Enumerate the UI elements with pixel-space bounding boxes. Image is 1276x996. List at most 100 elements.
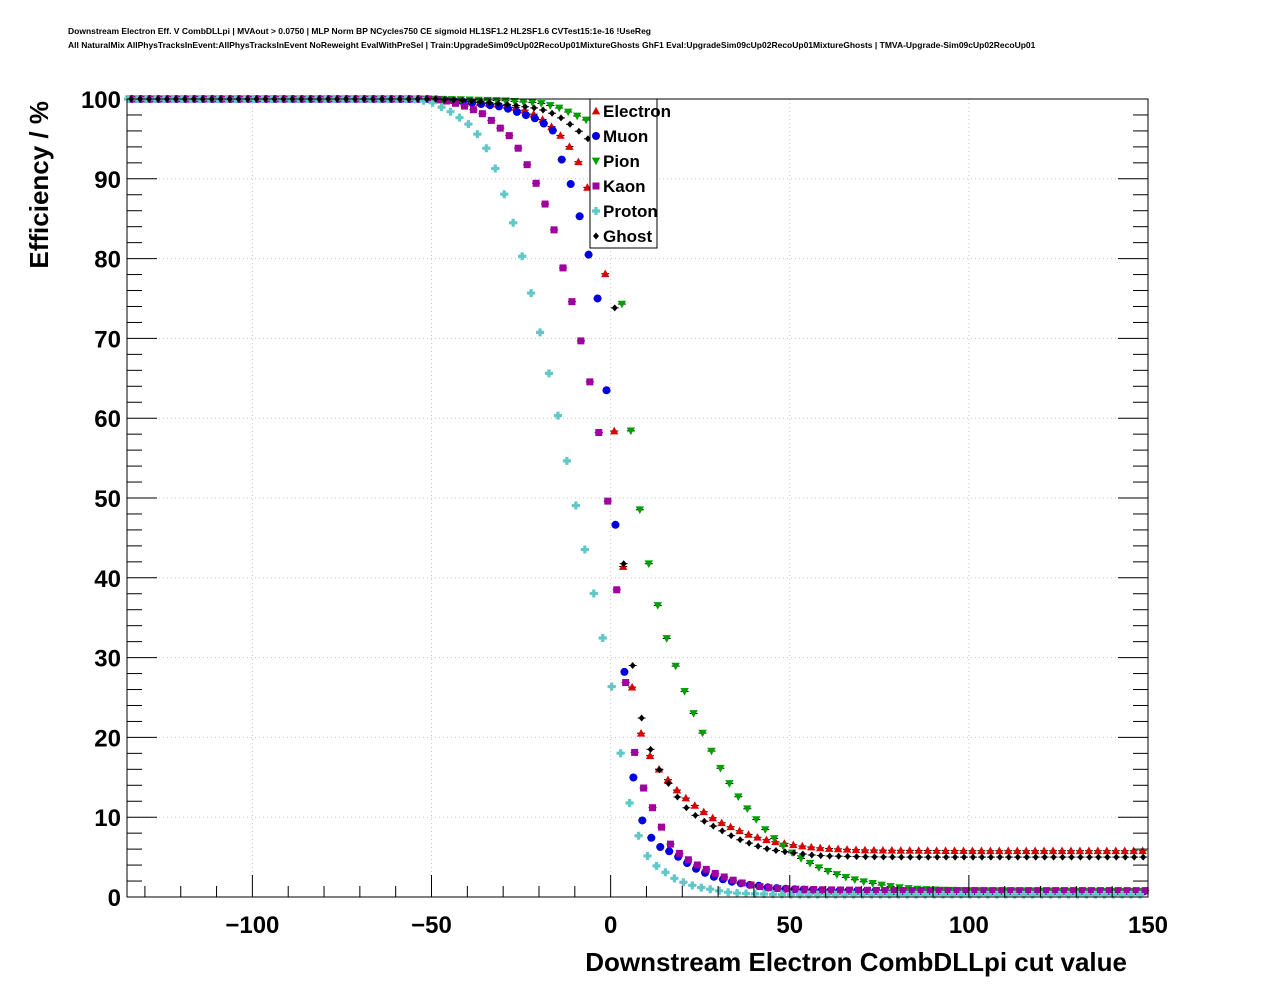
data-point xyxy=(823,867,833,876)
data-point xyxy=(473,130,482,139)
data-point xyxy=(841,873,851,882)
data-point xyxy=(871,853,878,861)
data-point xyxy=(792,885,800,893)
data-point xyxy=(772,846,779,854)
data-point xyxy=(1131,853,1138,861)
data-point xyxy=(735,826,744,835)
data-point xyxy=(805,859,815,868)
data-point xyxy=(768,890,777,899)
data-point xyxy=(905,846,914,854)
data-point xyxy=(486,99,493,107)
data-point xyxy=(720,873,728,881)
data-point xyxy=(563,108,573,117)
data-point xyxy=(1055,890,1064,899)
data-point xyxy=(1014,853,1021,861)
y-axis-title: Efficiency / % xyxy=(24,101,54,269)
data-point xyxy=(868,880,877,888)
data-point xyxy=(1104,853,1111,861)
x-tick-label: 100 xyxy=(949,912,989,939)
data-point xyxy=(675,849,683,857)
data-point xyxy=(617,300,627,309)
data-point xyxy=(844,852,851,860)
data-point xyxy=(1077,853,1084,861)
data-point xyxy=(521,111,530,120)
data-point xyxy=(643,851,652,860)
data-point xyxy=(428,98,437,107)
data-point xyxy=(962,887,970,895)
data-point xyxy=(746,839,753,847)
data-point xyxy=(549,109,556,117)
data-point xyxy=(1041,853,1048,861)
data-point xyxy=(625,798,634,807)
data-point xyxy=(441,96,448,104)
data-point xyxy=(629,773,638,782)
data-point xyxy=(956,890,965,899)
data-point xyxy=(536,328,545,337)
data-point xyxy=(790,849,797,857)
data-point xyxy=(998,887,1006,895)
data-point xyxy=(1123,887,1131,895)
data-point xyxy=(771,837,780,846)
data-point xyxy=(674,793,681,801)
data-point xyxy=(635,506,645,514)
data-point xyxy=(593,294,602,303)
data-point xyxy=(577,337,585,345)
data-point xyxy=(898,853,905,861)
data-point xyxy=(539,119,548,128)
data-point xyxy=(482,144,491,153)
data-point xyxy=(1019,890,1028,899)
data-point xyxy=(756,883,764,891)
data-point xyxy=(833,844,843,853)
x-tick-label: −50 xyxy=(411,912,452,939)
data-point xyxy=(752,816,761,824)
data-point xyxy=(575,127,582,135)
data-point xyxy=(786,890,795,899)
data-point xyxy=(813,890,822,899)
data-point xyxy=(601,269,610,278)
data-point xyxy=(419,96,428,105)
data-point xyxy=(708,813,717,822)
data-point xyxy=(690,801,700,809)
data-point xyxy=(649,804,657,812)
data-point xyxy=(926,887,934,895)
data-point xyxy=(1048,846,1058,855)
data-point xyxy=(747,881,755,889)
data-point xyxy=(959,846,968,855)
data-point xyxy=(575,212,584,221)
data-point xyxy=(894,890,903,899)
data-point xyxy=(1016,887,1024,895)
data-point xyxy=(671,662,680,671)
data-point xyxy=(831,890,840,899)
data-point xyxy=(880,853,887,861)
data-point xyxy=(992,890,1001,899)
data-point xyxy=(777,890,786,899)
data-point xyxy=(886,883,895,891)
data-point xyxy=(1043,887,1051,895)
data-point xyxy=(978,853,985,861)
data-point xyxy=(755,842,762,850)
data-point xyxy=(1120,846,1129,855)
data-point xyxy=(799,850,806,858)
data-point xyxy=(941,846,950,854)
legend-marker xyxy=(592,132,600,140)
y-tick-label: 70 xyxy=(94,326,121,353)
data-point xyxy=(504,100,511,108)
data-point xyxy=(443,97,451,105)
data-point xyxy=(616,749,625,758)
data-point xyxy=(860,845,870,854)
data-point xyxy=(613,586,621,594)
data-point xyxy=(689,710,698,718)
legend: Electron Muon Pion Kaon Proton Ghost xyxy=(589,98,671,249)
data-point xyxy=(710,822,717,830)
data-point xyxy=(491,164,500,173)
data-point xyxy=(496,124,504,132)
data-point xyxy=(855,886,863,894)
data-point xyxy=(500,190,509,199)
data-point xyxy=(553,411,562,420)
data-point xyxy=(850,876,859,884)
data-point xyxy=(816,843,825,852)
data-point xyxy=(828,886,836,894)
data-point xyxy=(540,106,547,114)
data-point xyxy=(1010,890,1019,899)
data-point xyxy=(878,845,888,854)
